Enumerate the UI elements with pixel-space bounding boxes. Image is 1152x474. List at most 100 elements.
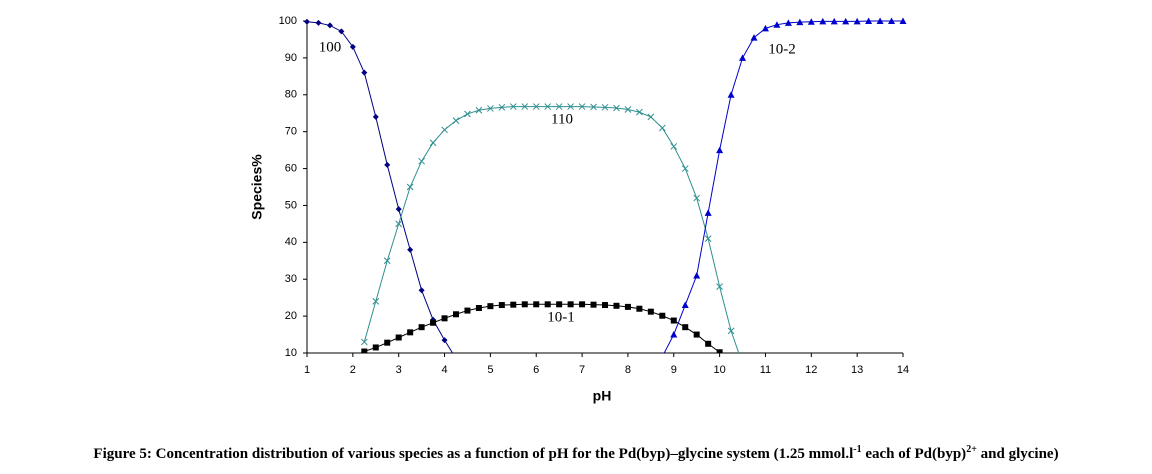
x-tick-label: 13 (851, 364, 863, 376)
marker (602, 302, 608, 309)
marker (727, 91, 735, 98)
marker (418, 157, 425, 165)
series-label: 10-1 (547, 309, 575, 325)
x-tick-label: 11 (760, 364, 771, 376)
marker (532, 103, 540, 110)
marker (407, 246, 414, 253)
marker (761, 24, 769, 32)
marker (521, 301, 528, 308)
marker (441, 315, 448, 322)
marker (418, 324, 425, 331)
marker (556, 301, 563, 308)
marker (727, 327, 735, 335)
marker (819, 17, 827, 25)
caption-text: each of Pd(byp) (861, 446, 967, 462)
marker (338, 28, 345, 35)
marker (498, 103, 506, 111)
marker (487, 303, 494, 310)
marker (739, 54, 747, 61)
marker (624, 106, 632, 113)
marker (670, 331, 678, 338)
marker (326, 22, 333, 29)
marker (418, 287, 425, 294)
x-tick-label: 3 (396, 364, 402, 376)
marker (395, 334, 402, 341)
marker (807, 18, 815, 25)
marker (509, 103, 517, 110)
marker (682, 324, 689, 331)
marker (670, 317, 677, 324)
marker (304, 18, 310, 25)
marker (704, 209, 712, 216)
marker (395, 206, 402, 213)
x-tick-label: 6 (533, 364, 539, 376)
plot-area (304, 17, 907, 367)
marker (590, 103, 597, 111)
x-tick-label: 10 (713, 364, 725, 376)
marker (705, 340, 712, 347)
x-tick-label: 4 (441, 364, 447, 376)
series-line (306, 21, 454, 353)
marker (681, 165, 689, 172)
x-tick-label: 2 (350, 364, 356, 376)
y-tick-label: 50 (285, 199, 297, 211)
series-line (363, 106, 740, 353)
marker (716, 146, 724, 154)
marker (406, 183, 414, 191)
marker (647, 308, 654, 315)
marker (441, 337, 448, 344)
marker (578, 103, 586, 110)
marker (464, 307, 471, 314)
series-label: 100 (319, 39, 342, 55)
marker (899, 17, 907, 24)
caption-text: and glycine) (976, 446, 1059, 462)
marker (487, 105, 494, 112)
marker (876, 17, 884, 24)
caption-superscript: 2+ (966, 444, 977, 455)
marker (784, 19, 792, 26)
marker (510, 301, 517, 308)
marker (796, 18, 804, 26)
marker (384, 161, 391, 168)
marker (842, 17, 850, 25)
y-tick-label: 60 (285, 162, 297, 174)
marker (658, 124, 666, 132)
marker (395, 220, 403, 228)
marker (372, 113, 379, 120)
marker (407, 329, 414, 336)
marker (853, 17, 861, 25)
marker (430, 319, 437, 326)
x-tick-label: 12 (805, 364, 817, 376)
y-tick-label: 10 (285, 347, 297, 359)
marker (349, 43, 356, 50)
marker (361, 69, 368, 76)
marker (693, 331, 700, 338)
y-tick-label: 20 (285, 310, 297, 322)
marker (567, 301, 574, 308)
marker (544, 301, 551, 308)
marker (383, 257, 391, 265)
marker (740, 361, 746, 367)
marker (728, 357, 734, 363)
marker (361, 348, 368, 353)
marker (315, 19, 322, 26)
y-tick-label: 100 (279, 15, 297, 27)
marker (704, 235, 712, 242)
marker (475, 304, 482, 311)
marker (750, 34, 758, 41)
marker (636, 305, 643, 312)
series-label: 110 (551, 111, 573, 127)
marker (773, 21, 781, 28)
caption: Figure 5: Concentration distribution of … (0, 444, 1152, 463)
marker (613, 302, 620, 309)
marker (360, 338, 368, 346)
y-tick-label: 40 (285, 236, 297, 248)
marker (624, 303, 631, 310)
marker (452, 117, 460, 124)
marker (544, 103, 552, 110)
marker (521, 103, 529, 110)
marker (429, 139, 437, 147)
x-tick-label: 7 (579, 364, 585, 376)
marker (384, 339, 391, 346)
